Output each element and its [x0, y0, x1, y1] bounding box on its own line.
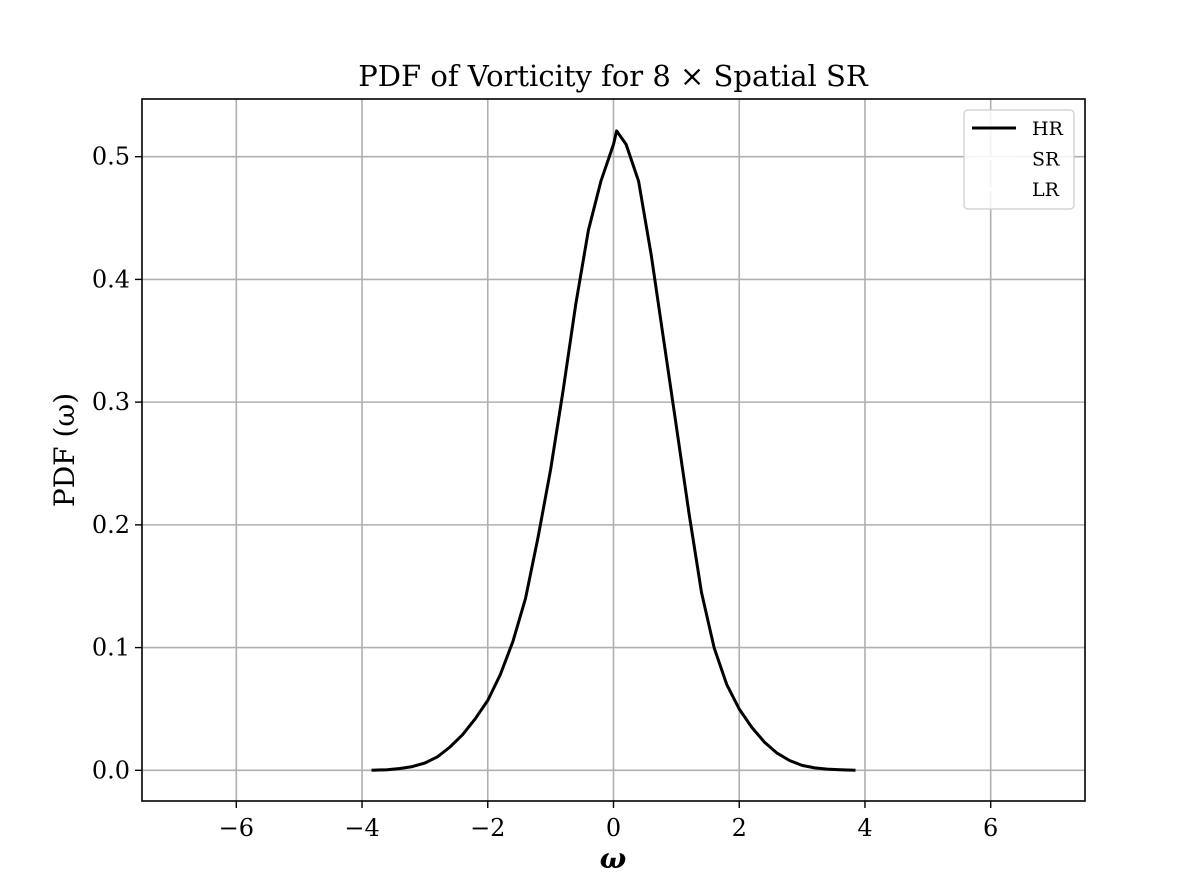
y-tick-label: 0.3	[92, 388, 130, 416]
data-lines	[371, 129, 856, 772]
legend-label-sr: SR	[1032, 149, 1060, 171]
x-tick-label: 4	[857, 814, 872, 842]
y-axis-label: PDF (ω)	[48, 393, 81, 507]
y-tick-label: 0.1	[92, 634, 130, 662]
x-axis-label: ω	[600, 842, 627, 875]
x-tick-label: −4	[344, 814, 379, 842]
y-tick-label: 0.5	[92, 143, 130, 171]
legend-label-hr: HR	[1032, 118, 1064, 140]
y-tick-label: 0.0	[92, 756, 130, 784]
legend: HR SR LR	[963, 109, 1075, 210]
axis-ticks: −6 −4 −2 0 2 4 6 0.0 0.1 0.2 0.3 0.4 0.5	[92, 143, 999, 842]
chart-title: PDF of Vorticity for 8 × Spatial SR	[358, 59, 869, 93]
x-tick-label: 6	[983, 814, 998, 842]
x-tick-label: −2	[470, 814, 505, 842]
legend-label-lr: LR	[1032, 179, 1060, 201]
grid	[142, 99, 1085, 801]
x-tick-label: 2	[732, 814, 747, 842]
series-line-hr	[371, 129, 856, 772]
y-tick-label: 0.4	[92, 265, 130, 293]
x-tick-label: −6	[219, 814, 254, 842]
x-tick-label: 0	[606, 814, 621, 842]
y-tick-label: 0.2	[92, 511, 130, 539]
legend-box	[963, 109, 1075, 210]
